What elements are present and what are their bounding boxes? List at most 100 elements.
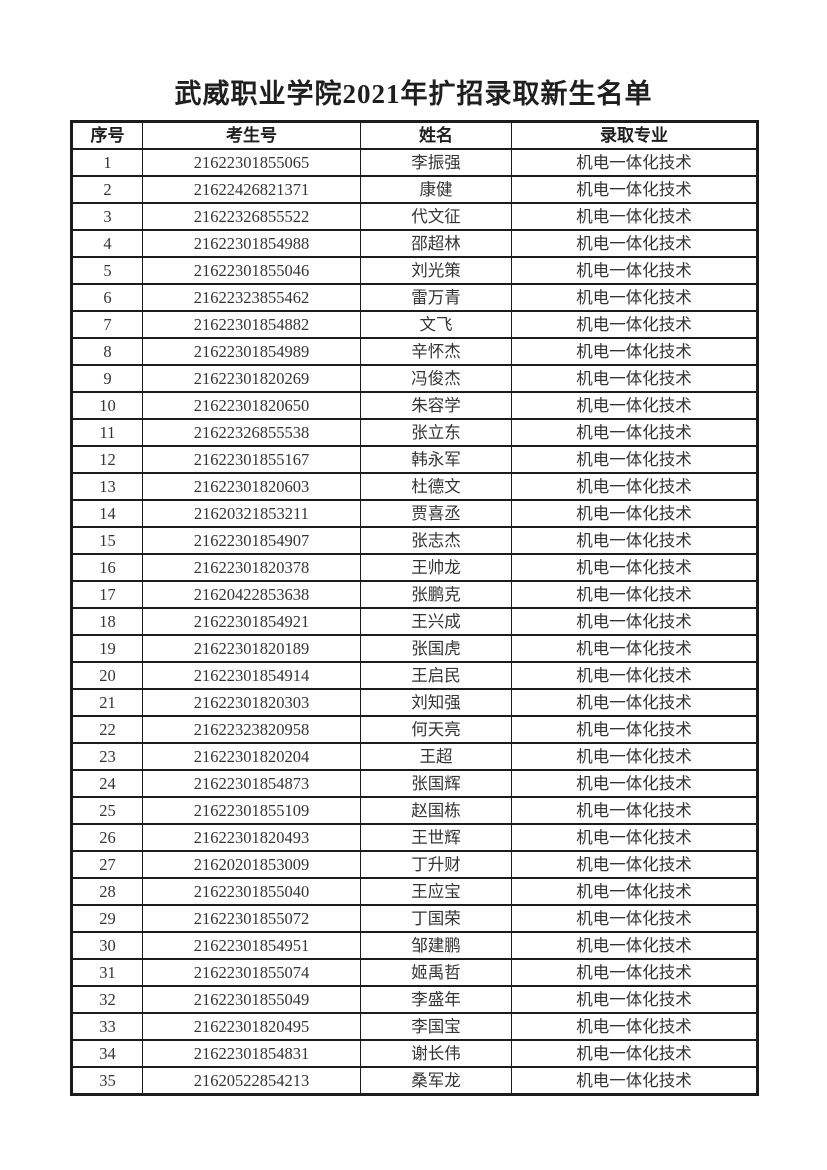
table-row: 3 21622326855522 代文征 机电一体化技术 xyxy=(71,202,758,231)
table-row: 32 21622301855049 李盛年 机电一体化技术 xyxy=(71,985,758,1014)
cell-index: 26 xyxy=(71,823,143,852)
cell-exam-no: 21622301854921 xyxy=(142,607,361,636)
header-cell-name: 姓名 xyxy=(360,120,512,150)
cell-major: 机电一体化技术 xyxy=(511,904,758,933)
cell-index: 19 xyxy=(71,634,143,663)
cell-exam-no: 21622323820958 xyxy=(142,715,361,744)
cell-exam-no: 21622301854988 xyxy=(142,229,361,258)
cell-name: 丁升财 xyxy=(360,850,512,879)
cell-major: 机电一体化技术 xyxy=(511,472,758,501)
cell-exam-no: 21622301854989 xyxy=(142,337,361,366)
table-row: 27 21620201853009 丁升财 机电一体化技术 xyxy=(71,850,758,879)
cell-index: 29 xyxy=(71,904,143,933)
cell-exam-no: 21622301854873 xyxy=(142,769,361,798)
cell-exam-no: 21622301854907 xyxy=(142,526,361,555)
cell-major: 机电一体化技术 xyxy=(511,526,758,555)
header-cell-major: 录取专业 xyxy=(511,120,758,150)
cell-index: 12 xyxy=(71,445,143,474)
cell-index: 32 xyxy=(71,985,143,1014)
cell-major: 机电一体化技术 xyxy=(511,985,758,1014)
table-row: 34 21622301854831 谢长伟 机电一体化技术 xyxy=(71,1039,758,1068)
cell-exam-no: 21622301855167 xyxy=(142,445,361,474)
table-row: 10 21622301820650 朱容学 机电一体化技术 xyxy=(71,391,758,420)
cell-index: 13 xyxy=(71,472,143,501)
table-row: 7 21622301854882 文飞 机电一体化技术 xyxy=(71,310,758,339)
cell-index: 34 xyxy=(71,1039,143,1068)
cell-major: 机电一体化技术 xyxy=(511,769,758,798)
cell-major: 机电一体化技术 xyxy=(511,1039,758,1068)
cell-exam-no: 21622301820603 xyxy=(142,472,361,501)
table-row: 4 21622301854988 邵超林 机电一体化技术 xyxy=(71,229,758,258)
cell-exam-no: 21620321853211 xyxy=(142,499,361,528)
cell-name: 王兴成 xyxy=(360,607,512,636)
cell-index: 5 xyxy=(71,256,143,285)
cell-major: 机电一体化技术 xyxy=(511,391,758,420)
cell-index: 17 xyxy=(71,580,143,609)
cell-exam-no: 21622301854951 xyxy=(142,931,361,960)
cell-exam-no: 21622301855049 xyxy=(142,985,361,1014)
cell-exam-no: 21622301855072 xyxy=(142,904,361,933)
cell-name: 邹建鹏 xyxy=(360,931,512,960)
table-row: 30 21622301854951 邹建鹏 机电一体化技术 xyxy=(71,931,758,960)
cell-name: 韩永军 xyxy=(360,445,512,474)
cell-name: 张国虎 xyxy=(360,634,512,663)
table-row: 28 21622301855040 王应宝 机电一体化技术 xyxy=(71,877,758,906)
table-row: 20 21622301854914 王启民 机电一体化技术 xyxy=(71,661,758,690)
table-body: 1 21622301855065 李振强 机电一体化技术 2 216224268… xyxy=(71,148,758,1096)
cell-index: 9 xyxy=(71,364,143,393)
cell-name: 杜德文 xyxy=(360,472,512,501)
cell-exam-no: 21622301855074 xyxy=(142,958,361,987)
cell-name: 张立东 xyxy=(360,418,512,447)
cell-name: 辛怀杰 xyxy=(360,337,512,366)
cell-index: 28 xyxy=(71,877,143,906)
table-row: 6 21622323855462 雷万青 机电一体化技术 xyxy=(71,283,758,312)
cell-index: 15 xyxy=(71,526,143,555)
cell-index: 27 xyxy=(71,850,143,879)
cell-exam-no: 21620522854213 xyxy=(142,1066,361,1096)
cell-name: 王启民 xyxy=(360,661,512,690)
table-row: 15 21622301854907 张志杰 机电一体化技术 xyxy=(71,526,758,555)
cell-major: 机电一体化技术 xyxy=(511,553,758,582)
table-row: 26 21622301820493 王世辉 机电一体化技术 xyxy=(71,823,758,852)
cell-name: 王世辉 xyxy=(360,823,512,852)
cell-name: 文飞 xyxy=(360,310,512,339)
cell-exam-no: 21622326855522 xyxy=(142,202,361,231)
cell-name: 张国辉 xyxy=(360,769,512,798)
table-row: 25 21622301855109 赵国栋 机电一体化技术 xyxy=(71,796,758,825)
cell-name: 李国宝 xyxy=(360,1012,512,1041)
page-title: 武威职业学院2021年扩招录取新生名单 xyxy=(174,79,653,109)
cell-index: 35 xyxy=(71,1066,143,1096)
cell-major: 机电一体化技术 xyxy=(511,337,758,366)
cell-index: 11 xyxy=(71,418,143,447)
cell-major: 机电一体化技术 xyxy=(511,310,758,339)
cell-index: 18 xyxy=(71,607,143,636)
cell-name: 王超 xyxy=(360,742,512,771)
table-row: 8 21622301854989 辛怀杰 机电一体化技术 xyxy=(71,337,758,366)
cell-index: 30 xyxy=(71,931,143,960)
cell-major: 机电一体化技术 xyxy=(511,850,758,879)
cell-index: 31 xyxy=(71,958,143,987)
cell-major: 机电一体化技术 xyxy=(511,634,758,663)
cell-major: 机电一体化技术 xyxy=(511,877,758,906)
table-row: 19 21622301820189 张国虎 机电一体化技术 xyxy=(71,634,758,663)
table-row: 23 21622301820204 王超 机电一体化技术 xyxy=(71,742,758,771)
cell-index: 6 xyxy=(71,283,143,312)
table-row: 13 21622301820603 杜德文 机电一体化技术 xyxy=(71,472,758,501)
cell-major: 机电一体化技术 xyxy=(511,175,758,204)
cell-name: 贾喜丞 xyxy=(360,499,512,528)
cell-index: 7 xyxy=(71,310,143,339)
cell-major: 机电一体化技术 xyxy=(511,688,758,717)
cell-index: 10 xyxy=(71,391,143,420)
cell-exam-no: 21620422853638 xyxy=(142,580,361,609)
cell-index: 8 xyxy=(71,337,143,366)
cell-index: 21 xyxy=(71,688,143,717)
cell-exam-no: 21622301854914 xyxy=(142,661,361,690)
cell-name: 雷万青 xyxy=(360,283,512,312)
cell-exam-no: 21622301820189 xyxy=(142,634,361,663)
table-row: 9 21622301820269 冯俊杰 机电一体化技术 xyxy=(71,364,758,393)
cell-index: 14 xyxy=(71,499,143,528)
table-row: 22 21622323820958 何天亮 机电一体化技术 xyxy=(71,715,758,744)
cell-major: 机电一体化技术 xyxy=(511,256,758,285)
cell-exam-no: 21622301820303 xyxy=(142,688,361,717)
cell-exam-no: 21622301854882 xyxy=(142,310,361,339)
